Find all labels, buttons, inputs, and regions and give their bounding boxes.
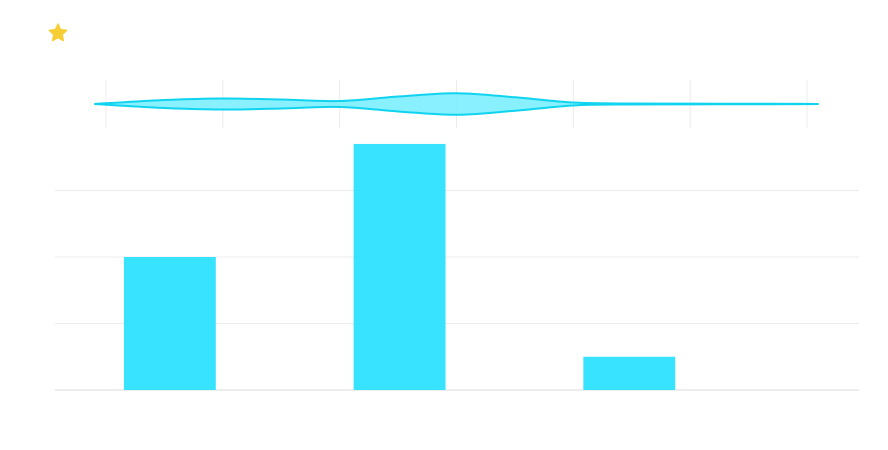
bar [583, 356, 676, 390]
bar [353, 143, 446, 390]
bar [123, 257, 216, 390]
violin-shape [94, 92, 819, 116]
star-icon[interactable] [47, 22, 69, 44]
